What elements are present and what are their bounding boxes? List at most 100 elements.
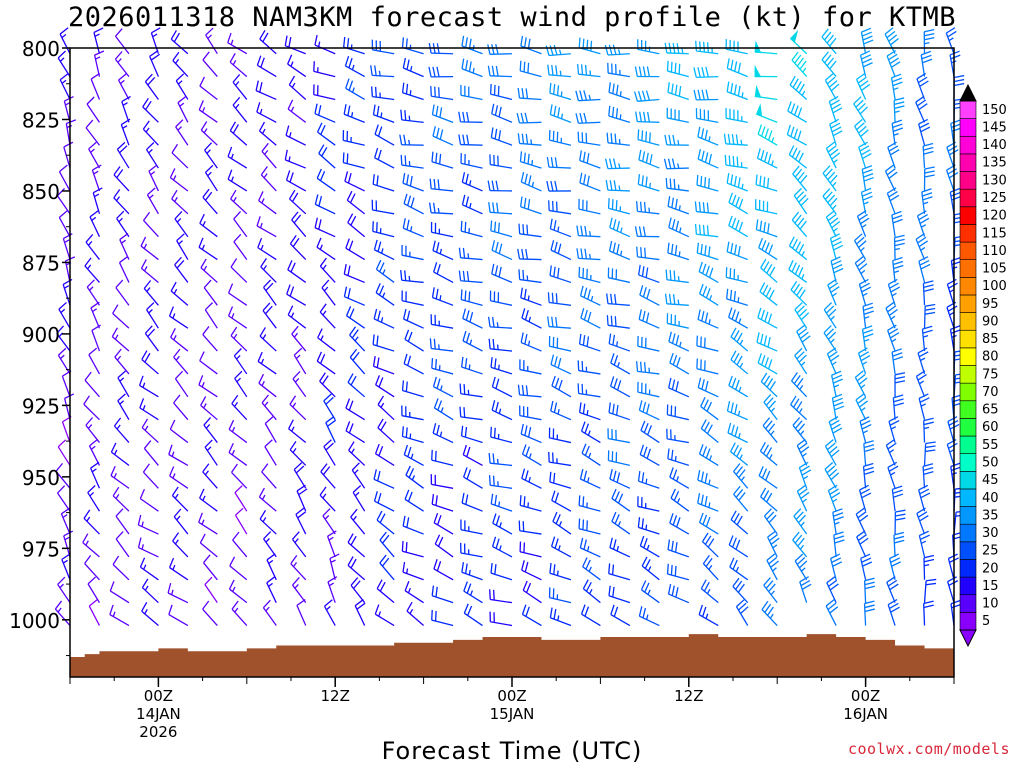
wind-barb [401, 37, 424, 55]
wind-barb [763, 508, 778, 535]
barb-staff [460, 552, 483, 558]
barb-staff [319, 494, 336, 512]
barb-half-flag [740, 139, 743, 145]
barb-flag [350, 577, 359, 586]
barb-flag [465, 310, 470, 321]
barb-flag [767, 423, 776, 433]
barb-flag [292, 237, 300, 248]
barb-flag [765, 420, 773, 430]
barb-staff [726, 276, 748, 284]
barb-staff [431, 595, 454, 604]
wind-barb [85, 234, 100, 260]
barb-flag [553, 472, 556, 484]
barb-flag [800, 579, 811, 587]
wind-barb [637, 517, 660, 535]
wind-barb [405, 465, 424, 489]
wind-barb [610, 604, 631, 627]
wind-barb [726, 58, 748, 78]
barb-staff [641, 565, 660, 581]
barb-flag [346, 153, 349, 164]
wind-barb [402, 515, 424, 535]
barb-flag [638, 400, 643, 411]
wind-barb [923, 554, 935, 580]
wind-barb [232, 96, 248, 123]
wind-barb [609, 217, 631, 238]
barb-flag [468, 61, 472, 72]
barb-flag [730, 350, 737, 361]
wind-barb [375, 283, 395, 306]
barb-staff [258, 200, 277, 215]
barb-flag [895, 517, 906, 521]
barb-flag [647, 111, 650, 123]
barb-flag [557, 243, 562, 254]
barb-flag [582, 151, 586, 162]
barb-flag [585, 559, 591, 570]
barb-flag [766, 378, 774, 388]
barb-flag [320, 463, 328, 473]
wind-barb [921, 325, 933, 352]
wind-barb [793, 508, 808, 535]
barb-flag [695, 40, 698, 52]
barb-staff [915, 376, 926, 398]
barb-flag [518, 269, 521, 280]
barb-flag [227, 283, 234, 294]
barb-flag [258, 121, 266, 132]
barb-flag [833, 516, 844, 521]
barb-flag [230, 258, 238, 268]
wind-barb [370, 65, 395, 78]
barb-flag [730, 424, 735, 435]
barb-half-flag [350, 44, 353, 50]
barb-flag [923, 421, 934, 426]
barb-half-flag [739, 362, 744, 368]
barb-staff [61, 559, 71, 581]
wind-barb [695, 108, 719, 123]
barb-flag [553, 84, 556, 95]
wind-barb [917, 347, 929, 375]
barb-flag [827, 347, 837, 355]
barb-flag [263, 279, 272, 288]
wind-barb [112, 304, 130, 329]
wind-barb [607, 428, 630, 444]
barb-flag [667, 158, 672, 169]
barb-staff [792, 173, 808, 192]
y-tick-label: 900 [22, 323, 60, 347]
wind-barb [694, 224, 719, 238]
barb-flag [372, 334, 375, 345]
barb-flag [735, 488, 744, 498]
barb-staff [697, 479, 719, 489]
barb-staff [228, 451, 248, 466]
barb-flag [794, 105, 799, 116]
barb-half-flag [646, 544, 650, 551]
barb-flag [667, 196, 671, 207]
barb-flag [728, 375, 733, 386]
barb-staff [637, 256, 660, 261]
barb-flag [88, 347, 98, 356]
barb-flag [674, 84, 678, 96]
wind-barb [796, 484, 810, 512]
wind-barb [634, 226, 660, 238]
credit-link[interactable]: coolwx.com/models [847, 740, 1010, 758]
barb-flag [797, 171, 805, 181]
barb-flag [736, 156, 739, 167]
wind-barb [786, 124, 807, 146]
wind-barb [345, 306, 366, 329]
wind-barb [202, 463, 218, 489]
wind-barb [169, 419, 189, 444]
barb-staff [667, 117, 689, 123]
barb-staff [117, 79, 130, 100]
wind-barb [491, 240, 513, 261]
wind-barb [227, 169, 248, 192]
barb-flag [91, 324, 101, 331]
barb-flag [825, 439, 834, 447]
wind-barb [229, 121, 248, 146]
barb-flag [83, 395, 90, 405]
barb-flag [576, 225, 580, 236]
wind-barb [517, 87, 542, 101]
wind-barb [520, 287, 542, 306]
wind-barb [726, 400, 748, 421]
barb-flag [703, 581, 710, 592]
wind-barb [637, 174, 660, 192]
barb-flag [734, 426, 739, 437]
barb-flag [167, 582, 172, 594]
barb-staff [549, 481, 572, 489]
